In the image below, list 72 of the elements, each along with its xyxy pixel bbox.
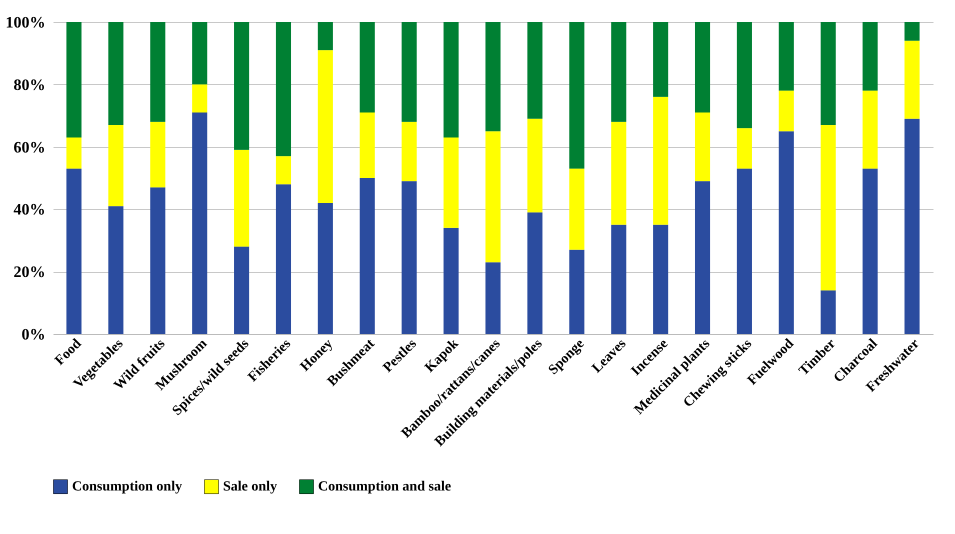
bar: [862, 90, 878, 169]
y-tick-label: 60%: [14, 139, 46, 156]
bar: [736, 22, 752, 128]
bar: [360, 22, 375, 112]
bar: [653, 224, 668, 334]
bar: [527, 22, 542, 119]
bar: [611, 122, 626, 225]
legend-label: Sale only: [223, 480, 278, 495]
bar: [694, 181, 710, 334]
bar: [108, 22, 124, 125]
bar: [820, 290, 836, 334]
bar: [66, 22, 82, 138]
y-tick-label: 40%: [14, 202, 46, 219]
bar: [611, 22, 626, 122]
bar: [276, 184, 292, 334]
bar: [904, 22, 920, 41]
bar: [611, 224, 626, 334]
bar: [736, 128, 752, 169]
bar: [862, 22, 878, 91]
bar: [862, 168, 878, 334]
bar: [904, 40, 920, 119]
bar: [192, 84, 208, 112]
bar: [485, 131, 501, 262]
bar: [653, 96, 668, 225]
bar: [444, 22, 459, 138]
bar: [318, 50, 333, 203]
bar: [234, 246, 250, 334]
bar: [485, 22, 501, 132]
bar: [108, 206, 124, 334]
y-tick-label: 20%: [14, 264, 46, 282]
bar: [402, 122, 417, 182]
bar: [820, 22, 836, 125]
bar: [192, 112, 208, 334]
bar: [66, 137, 82, 169]
bar: [150, 122, 166, 188]
y-tick-label: 80%: [14, 76, 46, 94]
bar: [653, 22, 668, 97]
bar: [527, 212, 542, 334]
legend-label: Consumption and sale: [318, 480, 452, 495]
y-tick-label: 100%: [6, 14, 46, 32]
bar: [150, 187, 166, 334]
legend-label: Consumption only: [72, 480, 182, 495]
bar: [150, 22, 166, 122]
bar: [778, 131, 794, 334]
bar: [360, 112, 375, 178]
bar: [234, 22, 250, 150]
bar: [192, 22, 208, 84]
bar: [444, 137, 459, 228]
bar: [485, 262, 501, 334]
bar: [234, 150, 250, 247]
bar: [318, 202, 333, 334]
bar: [694, 22, 710, 112]
bar: [569, 22, 584, 169]
bar: [360, 178, 375, 334]
bar: [402, 181, 417, 334]
bar: [778, 90, 794, 132]
bar: [108, 124, 124, 206]
bar: [778, 22, 794, 91]
bar: [904, 118, 920, 334]
bar: [736, 168, 752, 334]
bar: [402, 22, 417, 122]
bar: [527, 118, 542, 212]
bar: [66, 168, 82, 334]
bar: [694, 112, 710, 182]
bar: [569, 168, 584, 250]
bar: [569, 250, 584, 334]
bar: [444, 228, 459, 334]
bar: [820, 124, 836, 290]
y-tick-label: 0%: [22, 326, 46, 344]
bar: [318, 22, 333, 50]
bar: [276, 22, 292, 156]
bar: [276, 156, 292, 184]
